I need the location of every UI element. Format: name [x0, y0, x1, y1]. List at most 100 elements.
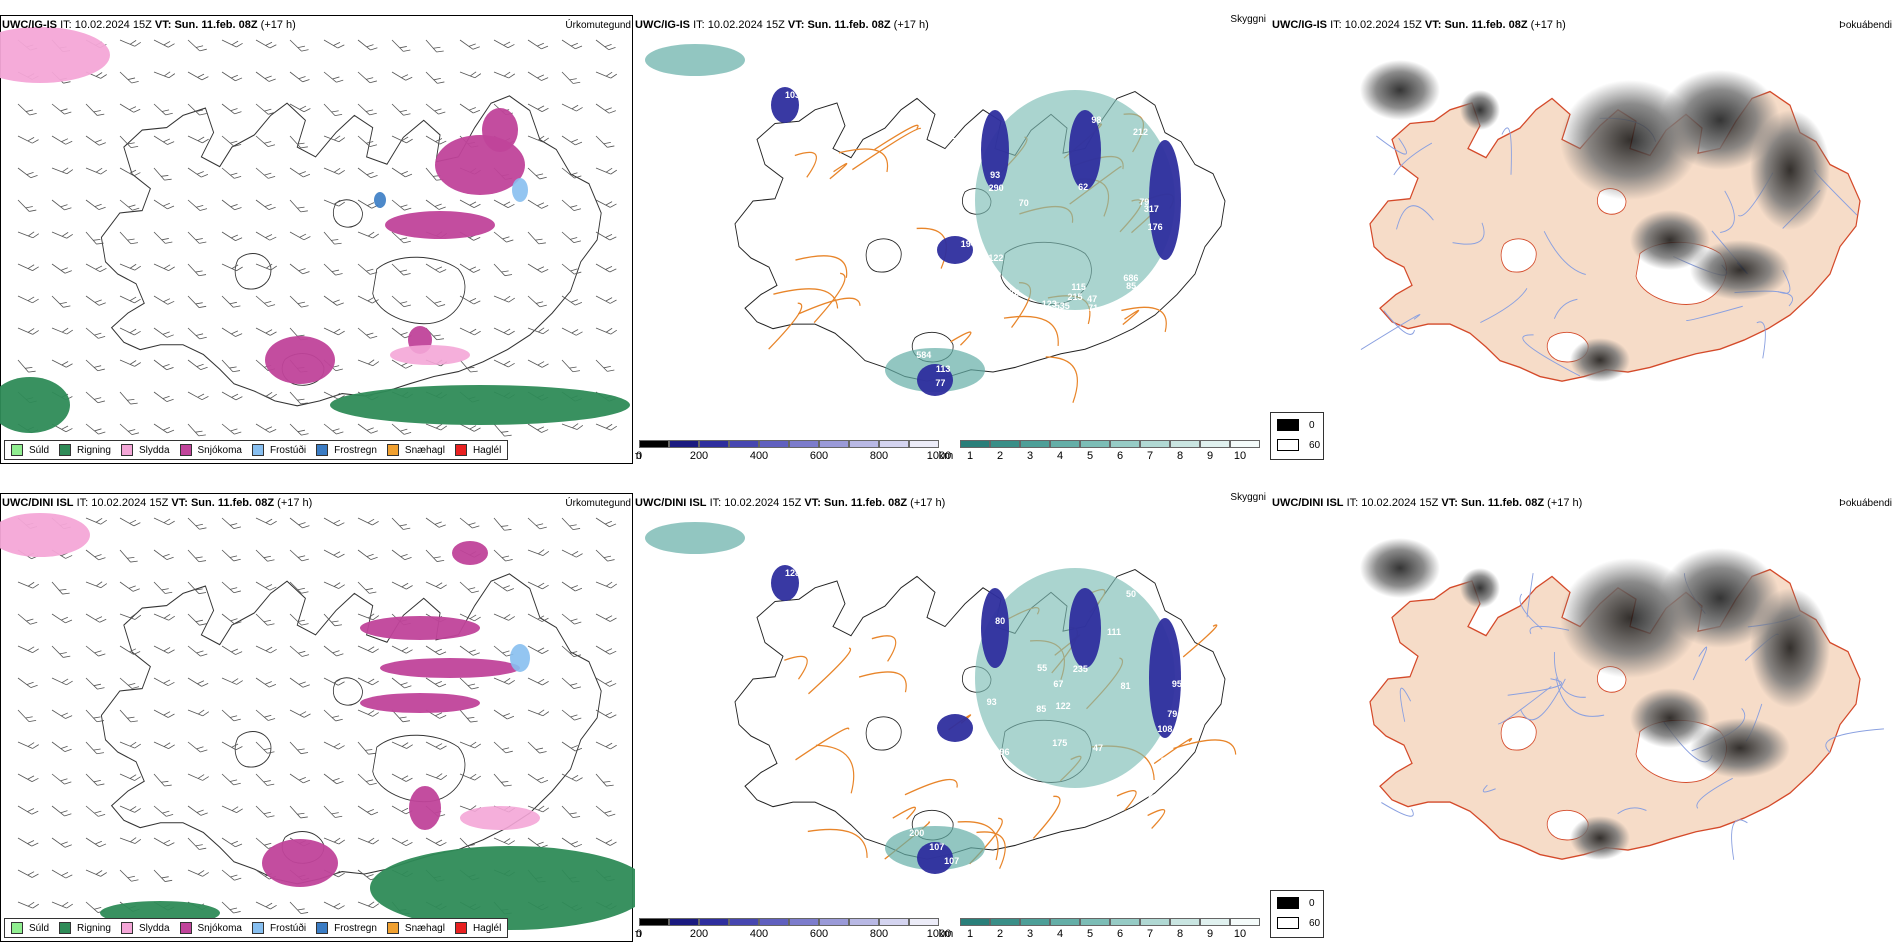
- valid-time-label: VT:: [1424, 19, 1442, 31]
- wind-barb: [289, 773, 311, 784]
- wind-barb: [425, 549, 445, 562]
- wind-barb: [357, 327, 378, 339]
- river-line: [1381, 802, 1414, 817]
- wind-barb: [391, 199, 412, 211]
- colorbar-segment: [699, 440, 729, 448]
- road-line: [795, 727, 850, 761]
- cloud-base-value: 122: [1055, 700, 1071, 711]
- road-line: [1032, 795, 1061, 839]
- forecast-header: UWC/DINI ISL IT: 10.02.2024 15Z VT: Sun.…: [635, 496, 945, 510]
- colorbar-segment: [990, 918, 1020, 926]
- fog-legend-swatch: [1277, 439, 1299, 451]
- wind-barb: [85, 837, 107, 848]
- road-line: [1147, 808, 1166, 829]
- colorbar-segment: [669, 918, 699, 926]
- wind-barb: [459, 517, 480, 529]
- cloud-base-value: 47: [1087, 294, 1098, 305]
- colorbar-unit: m: [635, 450, 642, 462]
- wind-barb: [119, 709, 138, 723]
- wind-barb: [459, 295, 481, 305]
- colorbar-segment: [1020, 918, 1050, 926]
- colorbar-tick: 2: [996, 928, 1004, 940]
- init-time-label: IT:: [693, 19, 705, 31]
- forecast-header: UWC/IG-IS IT: 10.02.2024 15Z VT: Sun. 11…: [1272, 18, 1566, 32]
- wind-barb: [187, 263, 207, 277]
- wind-barb: [51, 199, 72, 211]
- wind-barb: [51, 103, 72, 115]
- wind-barb: [255, 103, 276, 115]
- legend-label: Frostúði: [269, 444, 307, 456]
- colorbar-tick: 6: [1116, 450, 1124, 462]
- colorbar-segment: [729, 918, 759, 926]
- wind-barb: [255, 677, 277, 688]
- colorbar-tick: 800: [869, 450, 889, 462]
- road-line: [1116, 789, 1137, 811]
- model-name: UWC/DINI ISL: [635, 497, 707, 509]
- wind-barb: [561, 327, 583, 336]
- glacier-outline: [1500, 716, 1537, 751]
- wind-barb: [595, 709, 617, 719]
- wind-barb: [425, 103, 446, 115]
- wind-barb: [85, 645, 106, 657]
- river-line: [1507, 678, 1563, 696]
- wind-barb: [493, 39, 515, 49]
- colorbar-tick: 5: [1086, 450, 1094, 462]
- lead-time: (+17 h): [1530, 19, 1566, 31]
- colorbar-tick: 800: [869, 928, 889, 940]
- river-line: [1692, 646, 1708, 681]
- wind-barb: [221, 581, 241, 594]
- wind-barb: [323, 741, 345, 750]
- wind-barb: [459, 581, 479, 594]
- legend-swatch: [59, 922, 72, 934]
- cloud-base-colorbar: 0 200 400 600 800 1000 m: [635, 918, 951, 944]
- legend-item: Frostregn: [316, 444, 377, 456]
- legend-swatch: [179, 444, 192, 456]
- valid-time-value: Sun. 11.feb. 08Z: [174, 19, 258, 31]
- wind-barb: [493, 709, 515, 720]
- wind-barb: [153, 837, 175, 847]
- road-line: [838, 148, 889, 173]
- river-line: [1480, 288, 1528, 324]
- wind-barb: [493, 741, 513, 754]
- wind-barb: [255, 709, 276, 721]
- wind-barb: [595, 71, 617, 79]
- river-line: [1482, 784, 1496, 793]
- road-line: [794, 151, 817, 178]
- wind-barb: [323, 231, 342, 245]
- road-line: [957, 821, 999, 861]
- wind-barb: [153, 103, 173, 116]
- cloud-base-value: 535: [1054, 301, 1070, 312]
- wind-barb: [51, 295, 71, 308]
- colorbar-segment: [1200, 440, 1230, 448]
- cloud-base-value: 71: [1088, 302, 1099, 313]
- wind-barb: [187, 423, 206, 437]
- precip-title: Úrkomutegund: [565, 20, 631, 31]
- wind-barb: [391, 167, 413, 178]
- glacier-outline: [332, 199, 363, 228]
- init-time-value: 10.02.2024 15Z: [1344, 19, 1422, 31]
- wind-barb: [527, 327, 550, 335]
- wind-barb: [527, 167, 547, 180]
- wind-barb: [357, 901, 380, 909]
- glacier-outline: [865, 716, 902, 751]
- wind-barb: [425, 581, 447, 589]
- wind-barb: [153, 677, 175, 687]
- wind-barb: [493, 581, 515, 592]
- freezing-rain-area: [374, 192, 386, 208]
- cloud-base-value: 113: [935, 364, 951, 374]
- wind-barb: [119, 295, 141, 304]
- wind-barb: [187, 837, 207, 850]
- wind-barb: [221, 71, 243, 82]
- wind-barb: [85, 359, 105, 372]
- wind-barb: [323, 263, 343, 276]
- legend-swatch: [11, 444, 23, 456]
- wind-barb: [187, 167, 209, 178]
- cloud-base-colorbar: 0 200 400 600 800 1000 m: [635, 440, 951, 466]
- colorbar-segment: [879, 918, 909, 926]
- glacier-outline: [234, 253, 272, 290]
- wind-barb: [527, 295, 547, 308]
- snow-area: [452, 541, 488, 565]
- lead-time: (+17 h): [910, 497, 946, 509]
- legend-swatch: [59, 444, 72, 456]
- colorbar-unit: km: [938, 928, 954, 940]
